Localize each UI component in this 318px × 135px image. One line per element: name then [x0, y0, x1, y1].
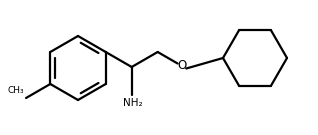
Text: O: O [177, 60, 187, 72]
Text: CH₃: CH₃ [7, 86, 24, 95]
Text: NH₂: NH₂ [123, 98, 142, 108]
